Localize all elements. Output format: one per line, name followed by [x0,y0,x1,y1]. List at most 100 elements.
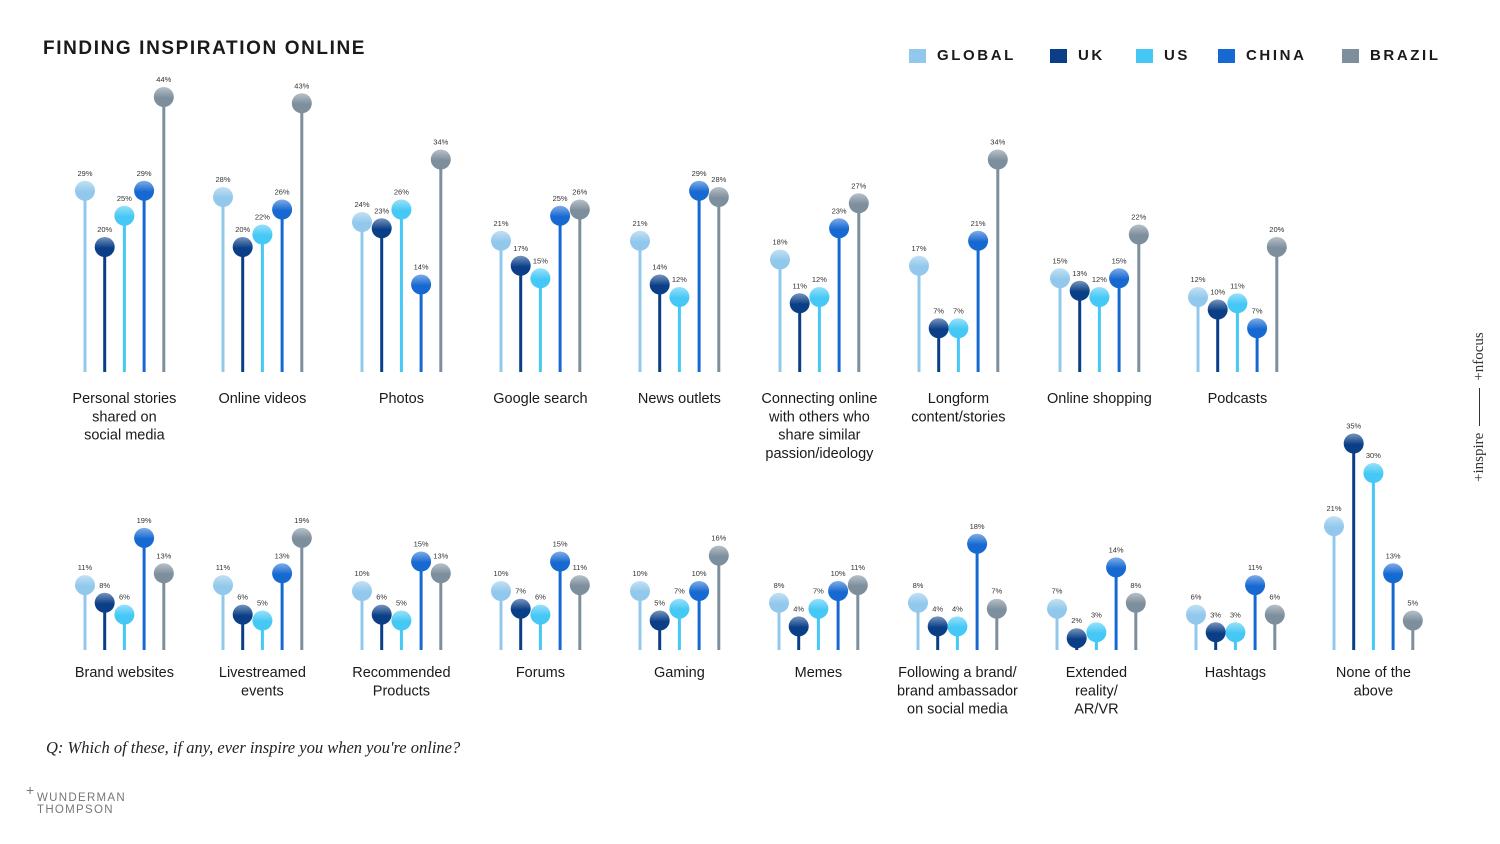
value-label-us: 5% [396,599,407,608]
category-forums: 10% 7% 6% 15% 11% Forums [491,540,590,681]
value-label-china: 19% [137,516,152,525]
value-label-brazil: 5% [1407,599,1418,608]
value-label-uk: 6% [237,593,248,602]
value-label-global: 28% [215,175,230,184]
value-label-global: 21% [493,219,508,228]
value-label-us: 30% [1366,451,1381,460]
lollipop-global [630,230,650,251]
value-label-us: 7% [953,306,964,315]
value-label-china: 26% [275,188,290,197]
value-label-brazil: 16% [711,534,726,543]
value-label-china: 14% [414,263,429,272]
lollipop-uk [927,616,948,637]
value-label-brazil: 34% [433,138,448,147]
lollipop-china [411,274,432,295]
lollipop-uk [1343,433,1364,454]
category-label: None of the [1336,665,1411,681]
value-label-china: 15% [1112,256,1127,265]
category-label: Following a brand/ [898,665,1017,681]
brand-line-2: THOMPSON [37,804,114,816]
lollipop-us [252,610,273,631]
category-label: Longform [928,391,989,407]
category-label: on social media [907,702,1009,718]
side-brand-rule [1479,387,1480,426]
lollipop-uk [789,293,810,314]
value-label-china: 18% [970,522,985,531]
value-label-brazil: 11% [851,563,866,572]
value-label-uk: 23% [374,206,389,215]
value-label-global: 15% [1052,256,1067,265]
value-label-global: 10% [632,569,647,578]
category-label: Hashtags [1205,665,1266,681]
lollipop-global [491,230,511,251]
category-label: News outlets [638,391,721,407]
lollipop-china [968,230,989,251]
value-label-brazil: 43% [294,81,309,90]
lollipop-us [948,318,969,339]
lollipop-global [75,575,95,596]
value-label-china: 15% [553,540,568,549]
value-label-brazil: 26% [572,188,587,197]
side-brand-right: +nfocus [1471,332,1487,381]
lollipop-us [669,598,690,619]
value-label-uk: 11% [792,281,807,290]
value-label-brazil: 13% [433,551,448,560]
value-label-uk: 35% [1346,422,1361,431]
lollipop-brazil [430,563,451,584]
lollipop-uk [1205,622,1226,643]
category-label: Gaming [654,665,705,681]
value-label-global: 21% [632,219,647,228]
lollipop-us [252,224,273,245]
lollipop-us [114,604,135,625]
category-none-of-the-above: 21% 35% 30% 13% 5% None of the above [1324,422,1423,699]
lollipop-china [134,527,155,548]
side-brand: +inspire +nfocus [1471,332,1488,482]
lollipop-global [213,187,233,207]
category-online-videos: 28% 20% 22% 26% 43% Online videos [213,81,312,407]
lollipop-brazil [708,187,729,207]
lollipop-global [1047,598,1067,619]
lollipop-brazil [291,93,312,114]
lollipop-uk [232,237,253,257]
category-label: Memes [795,665,843,681]
category-gaming: 10% 5% 7% 10% 16% Gaming [630,534,729,681]
value-label-china: 13% [1386,551,1401,560]
legend-label-uk: UK [1078,47,1105,64]
category-label: Recommended [352,665,450,681]
category-online-shopping: 15% 13% 12% 15% 22% Online shopping [1047,213,1152,408]
value-label-uk: 5% [654,599,665,608]
lollipop-us [391,199,412,220]
lollipop-china [1106,557,1127,578]
lollipop-global [213,575,233,596]
legend-swatch-uk [1050,48,1067,63]
value-label-uk: 7% [933,306,944,315]
lollipop-uk [1066,628,1087,649]
lollipop-china [411,551,432,572]
lollipop-china [689,180,710,201]
category-label: above [1354,683,1394,699]
legend-swatch-brazil [1342,48,1359,63]
value-label-us: 6% [119,593,130,602]
lollipop-global [352,581,372,601]
category-label: with others who [768,409,870,425]
value-label-brazil: 20% [1269,225,1284,234]
value-label-us: 15% [533,256,548,265]
lollipop-global [769,592,789,613]
lollipop-brazil [986,598,1007,619]
lollipop-uk [371,218,392,239]
lollipop-us [1227,293,1248,314]
value-label-china: 29% [137,169,152,178]
value-label-brazil: 7% [991,587,1002,596]
value-label-china: 13% [275,551,290,560]
value-label-china: 10% [831,569,846,578]
lollipop-china [1383,563,1404,584]
category-label: content/stories [911,409,1005,425]
lollipop-uk [94,592,115,613]
survey-question: Q: Which of these, if any, ever inspire … [46,738,461,757]
lollipop-uk [371,604,392,625]
lollipop-brazil [1128,224,1149,245]
value-label-global: 18% [772,238,787,247]
category-photos: 24% 23% 26% 14% 34% Photos [352,138,451,407]
lollipop-uk [94,237,115,257]
